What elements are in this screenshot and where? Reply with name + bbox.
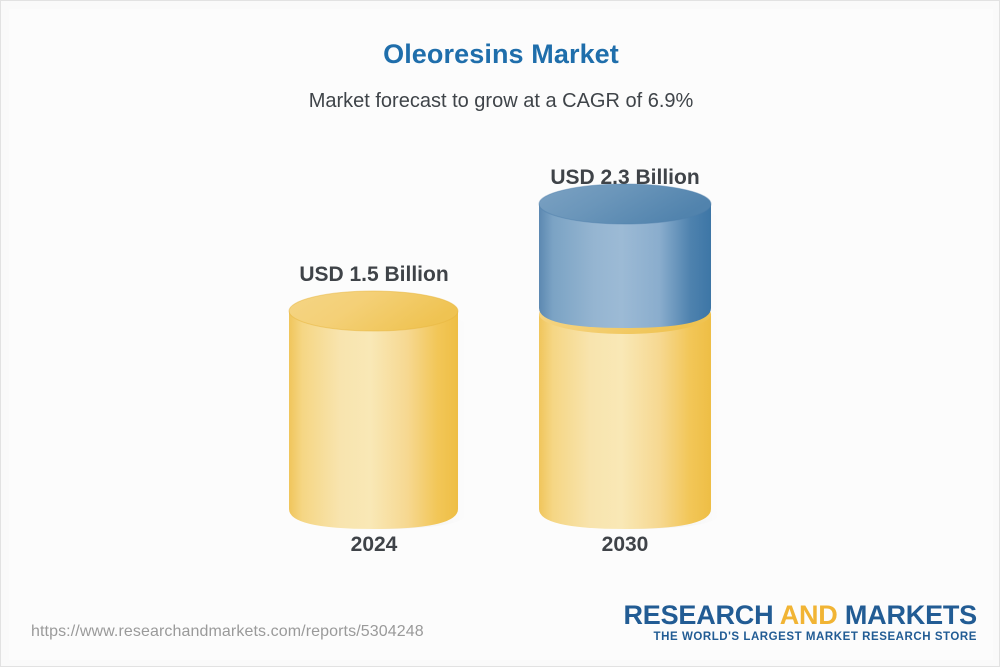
cylinder-bar-2024[interactable] <box>288 290 467 529</box>
logo-tagline: THE WORLD'S LARGEST MARKET RESEARCH STOR… <box>653 631 977 644</box>
logo-word-and: AND <box>779 600 838 630</box>
data-label-2024: USD 1.5 Billion <box>299 263 449 286</box>
cylinder-top-rim-2030 <box>538 183 712 225</box>
cylinder-top-2030 <box>539 184 711 224</box>
logo-word-markets: MARKETS <box>837 600 977 630</box>
axis-label-2030: 2030 <box>601 533 649 556</box>
research-and-markets-logo[interactable]: RESEARCH AND MARKETS THE WORLD'S LARGEST… <box>623 601 977 644</box>
logo-wordmark: RESEARCH AND MARKETS <box>623 601 977 629</box>
cylinder-top-rim-2024 <box>288 290 459 332</box>
chart-canvas <box>9 9 993 660</box>
cylinder-body-2024 <box>289 311 458 529</box>
cylinder-top-segment-2030 <box>539 204 711 328</box>
page-title: Oleoresins Market <box>383 39 619 69</box>
axis-label-2024: 2024 <box>350 533 398 556</box>
chart-subtitle: Market forecast to grow at a CAGR of 6.9… <box>308 90 694 112</box>
cylinder-top-2024 <box>289 291 458 331</box>
data-label-2030: USD 2.3 Billion <box>550 166 700 189</box>
logo-word-research: RESEARCH <box>623 600 780 630</box>
report-url-link[interactable]: https://www.researchandmarkets.com/repor… <box>31 623 424 640</box>
cylinder-base-segment-2030 <box>539 314 711 529</box>
cylinder-bar-2030[interactable] <box>538 183 720 529</box>
